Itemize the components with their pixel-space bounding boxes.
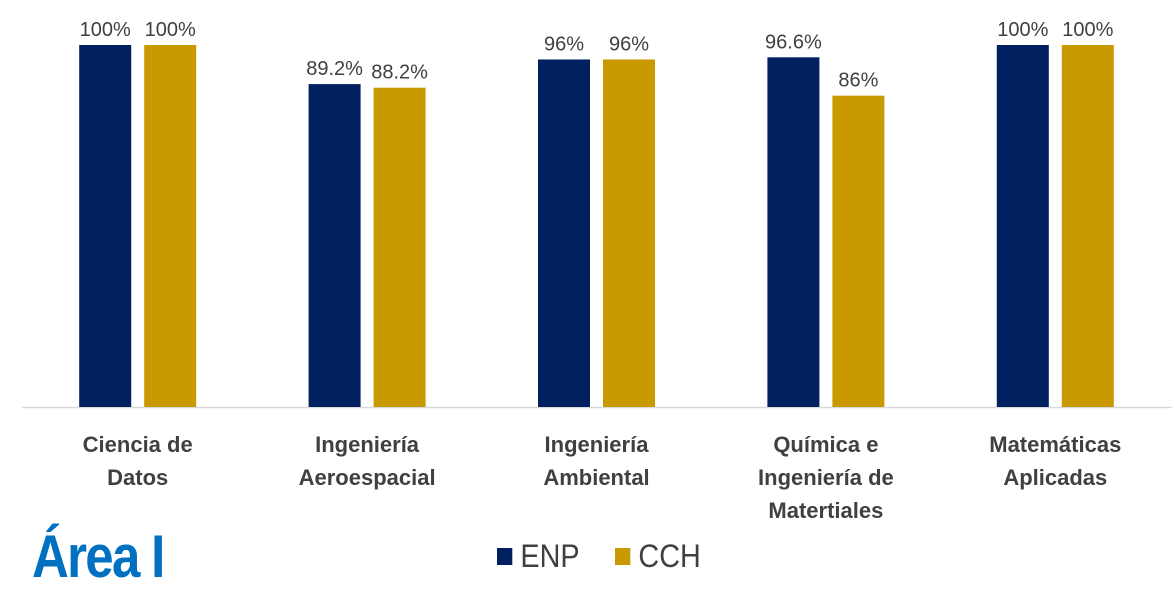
data-label: 88.2% (371, 62, 428, 84)
x-tick-label: Ciencia de Datos (82, 432, 193, 490)
x-tick-label: Ingeniería Ambiental (543, 432, 650, 490)
bar (832, 95, 885, 408)
bar (79, 45, 132, 407)
x-tick-label: Matemáticas Aplicadas (989, 432, 1122, 490)
data-label: 100% (997, 19, 1048, 41)
legend-label: ENP (520, 538, 580, 574)
chart-title: Área I (32, 523, 165, 590)
x-tick-label: Química e Ingeniería de Matertiales (758, 432, 894, 523)
bar (996, 45, 1049, 407)
data-label: 96.6% (765, 31, 822, 53)
bar (767, 57, 820, 408)
legend-item: ENP (497, 538, 580, 575)
x-tick-label: Ingeniería Aeroespacial (298, 432, 436, 490)
data-label: 100% (1062, 19, 1113, 41)
data-label: 89.2% (306, 58, 363, 80)
data-label: 100% (145, 19, 196, 41)
legend-swatch (497, 548, 513, 565)
data-label: 86% (838, 70, 878, 92)
data-label: 96% (544, 33, 584, 55)
legend-item: CCH (614, 538, 701, 575)
bar (144, 45, 197, 407)
bar (538, 59, 590, 407)
data-label: 96% (609, 33, 649, 55)
bar (308, 84, 361, 407)
data-label: 100% (80, 19, 131, 41)
legend: ENP CCH (497, 538, 736, 575)
legend-label: CCH (638, 538, 701, 574)
bar (1061, 45, 1114, 407)
legend-swatch (614, 548, 631, 565)
bar (603, 59, 655, 407)
bar (373, 87, 426, 407)
